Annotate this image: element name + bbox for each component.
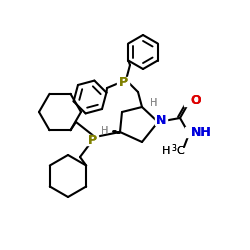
Text: O: O <box>190 94 200 108</box>
Text: P: P <box>88 134 96 146</box>
Text: C: C <box>176 146 184 156</box>
Text: H: H <box>100 126 108 136</box>
Bar <box>185 127 209 137</box>
Text: P: P <box>118 76 128 88</box>
Bar <box>86 135 98 145</box>
Bar <box>155 115 167 125</box>
Text: H: H <box>150 98 158 108</box>
Text: H: H <box>162 146 170 156</box>
Text: N: N <box>156 114 166 126</box>
Text: H: H <box>162 146 170 156</box>
Text: P: P <box>118 76 128 88</box>
Bar <box>184 96 196 106</box>
Bar <box>117 77 129 87</box>
Text: N: N <box>156 114 166 126</box>
Text: O: O <box>190 94 200 108</box>
Text: NH: NH <box>191 126 212 138</box>
Text: H: H <box>150 98 158 108</box>
Text: 3: 3 <box>171 144 176 153</box>
Text: C: C <box>176 146 184 156</box>
Text: NH: NH <box>191 126 212 138</box>
Text: P: P <box>88 134 96 146</box>
Text: 3: 3 <box>171 144 176 153</box>
Text: H: H <box>100 126 108 136</box>
